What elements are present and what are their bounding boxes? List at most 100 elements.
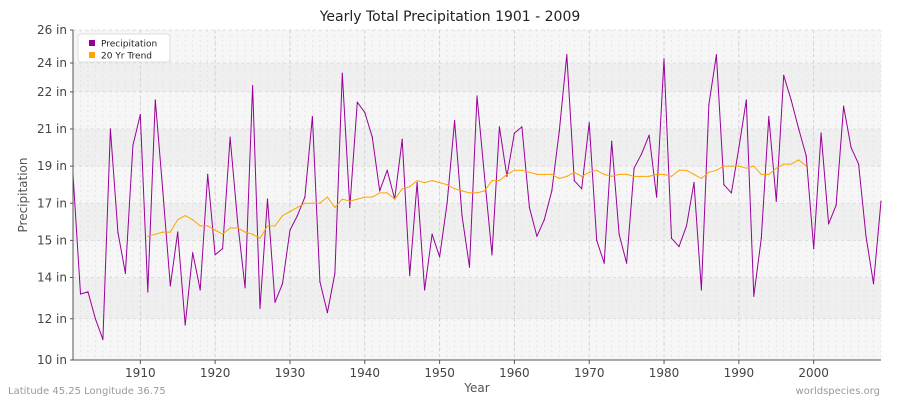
data-point-trend — [431, 180, 433, 182]
data-point-trend — [775, 167, 777, 169]
data-point-trend — [349, 200, 351, 202]
data-point-trend — [536, 173, 538, 175]
data-point-trend — [656, 173, 658, 175]
data-point-precipitation — [274, 301, 276, 303]
data-point-trend — [805, 165, 807, 167]
data-point-trend — [252, 233, 254, 235]
x-tick-label: 1910 — [125, 366, 156, 380]
data-point-trend — [401, 188, 403, 190]
data-point-trend — [708, 171, 710, 173]
data-point-trend — [394, 198, 396, 200]
data-point-trend — [162, 231, 164, 233]
data-point-trend — [169, 231, 171, 233]
y-axis-ticks: 10 in 12 in 14 in 15 in 17 in 19 in 21 in 22 in… — [37, 23, 73, 367]
data-point-precipitation — [626, 262, 628, 264]
data-point-precipitation — [162, 190, 164, 192]
data-point-precipitation — [229, 136, 231, 138]
data-point-precipitation — [843, 105, 845, 107]
footer-location: Latitude 45.25 Longitude 36.75 — [8, 386, 166, 397]
x-tick-label: 1970 — [574, 366, 605, 380]
data-point-precipitation — [708, 103, 710, 105]
data-point-precipitation — [416, 182, 418, 184]
data-point-trend — [289, 210, 291, 213]
data-point-trend — [214, 229, 216, 231]
data-point-precipitation — [154, 99, 156, 101]
data-point-trend — [551, 173, 553, 175]
data-point-precipitation — [439, 256, 441, 258]
y-tick-label: 17 in — [37, 196, 67, 210]
data-point-precipitation — [813, 248, 815, 250]
data-point-precipitation — [169, 285, 171, 287]
data-point-precipitation — [536, 235, 538, 237]
data-point-trend — [439, 182, 441, 184]
data-point-trend — [498, 180, 500, 182]
data-point-trend — [446, 184, 448, 186]
x-tick-label: 1950 — [424, 366, 455, 380]
footer-source: worldspecies.org — [796, 386, 880, 397]
data-point-trend — [521, 169, 523, 171]
data-point-precipitation — [543, 219, 545, 221]
data-point-precipitation — [850, 147, 852, 149]
data-point-precipitation — [132, 144, 134, 147]
data-point-trend — [566, 175, 568, 177]
data-point-trend — [700, 177, 703, 180]
grid-lines — [72, 29, 882, 361]
data-point-precipitation — [117, 231, 119, 233]
data-point-precipitation — [446, 202, 448, 204]
data-point-precipitation — [311, 116, 313, 118]
data-point-precipitation — [222, 248, 224, 250]
data-point-precipitation — [730, 192, 733, 194]
data-point-precipitation — [753, 295, 755, 297]
data-point-trend — [416, 180, 418, 182]
data-point-precipitation — [588, 122, 590, 124]
data-point-precipitation — [685, 225, 688, 227]
x-tick-label: 1940 — [350, 366, 381, 380]
data-point-trend — [341, 198, 343, 200]
x-tick-label: 1920 — [200, 366, 231, 380]
data-point-precipitation — [468, 266, 471, 268]
data-point-trend — [334, 206, 336, 208]
data-point-precipitation — [551, 190, 553, 192]
data-point-trend — [311, 202, 313, 204]
data-point-precipitation — [506, 175, 508, 177]
data-point-trend — [528, 171, 531, 173]
data-point-precipitation — [341, 72, 343, 74]
data-point-precipitation — [177, 231, 179, 233]
data-point-precipitation — [611, 140, 613, 142]
data-point-precipitation — [109, 128, 111, 130]
data-point-trend — [633, 175, 635, 177]
data-point-trend — [409, 186, 411, 188]
data-point-trend — [790, 163, 792, 165]
data-point-precipitation — [237, 221, 239, 223]
data-point-trend — [147, 235, 149, 237]
data-point-precipitation — [476, 95, 478, 97]
data-point-precipitation — [326, 312, 328, 314]
chart-title: Yearly Total Precipitation 1901 - 2009 — [319, 9, 581, 25]
data-point-trend — [596, 169, 598, 171]
data-point-precipitation — [491, 254, 493, 256]
data-point-precipitation — [820, 132, 822, 134]
x-tick-label: 1960 — [499, 366, 530, 380]
data-point-precipitation — [87, 291, 89, 293]
data-point-trend — [663, 173, 665, 175]
data-point-precipitation — [775, 200, 777, 202]
data-point-trend — [468, 192, 471, 194]
data-point-precipitation — [124, 272, 126, 274]
data-point-trend — [229, 227, 231, 229]
data-point-precipitation — [521, 126, 523, 128]
data-point-precipitation — [259, 307, 261, 309]
data-point-trend — [506, 173, 508, 175]
data-point-precipitation — [633, 167, 635, 169]
data-point-precipitation — [790, 99, 792, 101]
y-tick-label: 12 in — [37, 312, 67, 326]
data-point-precipitation — [865, 235, 867, 237]
data-point-precipitation — [513, 132, 516, 134]
data-point-trend — [738, 165, 740, 167]
data-point-trend — [237, 227, 239, 229]
data-point-trend — [573, 171, 575, 173]
grid-band — [73, 277, 881, 319]
data-point-precipitation — [139, 114, 141, 116]
data-point-trend — [753, 165, 755, 167]
data-point-precipitation — [296, 215, 298, 217]
data-point-trend — [184, 215, 186, 217]
